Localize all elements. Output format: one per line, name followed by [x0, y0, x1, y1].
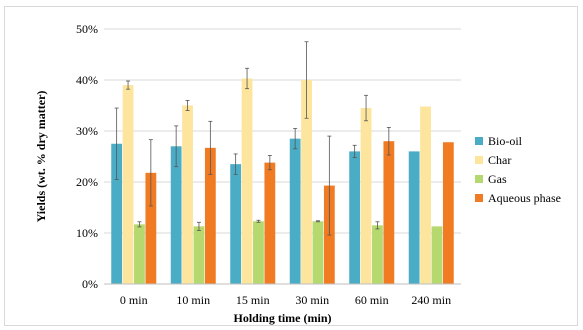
x-tick-label: 10 min — [176, 293, 210, 307]
chart-frame: 0% 10% 20% 30% 40% 50% 0 min 10 min 15 min 30 mi… — [4, 6, 578, 326]
bar — [182, 105, 193, 284]
x-tick-label: 60 min — [355, 293, 389, 307]
legend-swatch — [475, 156, 483, 164]
y-axis-ticks: 0% 10% 20% 30% 40% 50% — [76, 22, 98, 291]
bar — [289, 138, 301, 284]
bars — [111, 78, 454, 285]
legend-swatch — [475, 137, 483, 145]
x-tick-label: 15 min — [236, 293, 270, 307]
x-axis-ticks: 0 min 10 min 15 min 30 min 60 min 240 min — [120, 293, 451, 307]
x-tick-label: 0 min — [120, 293, 148, 307]
bar — [312, 221, 324, 284]
legend: Bio-oil Char Gas Aqueous phase — [475, 134, 561, 205]
error-bars — [114, 41, 391, 236]
y-tick-label: 0% — [82, 277, 98, 291]
bar — [193, 226, 205, 284]
bar — [360, 108, 372, 284]
bar — [170, 146, 182, 284]
bar — [383, 141, 395, 284]
bar — [301, 80, 312, 284]
x-tick-label: 30 min — [295, 293, 329, 307]
bar-chart: 0% 10% 20% 30% 40% 50% 0 min 10 min 15 min 30 mi… — [34, 22, 561, 325]
bar — [253, 221, 264, 284]
bar — [372, 225, 383, 284]
bar — [204, 147, 216, 284]
legend-swatch — [475, 194, 483, 202]
y-tick-label: 20% — [76, 175, 98, 189]
bar — [420, 106, 431, 285]
bar — [145, 172, 157, 284]
legend-label: Char — [488, 153, 511, 167]
bar — [241, 78, 253, 284]
bar — [349, 151, 361, 284]
legend-label: Bio-oil — [488, 134, 523, 148]
bar — [134, 224, 145, 284]
y-axis-title: Yields (wt. % dry matter) — [34, 91, 48, 223]
bar — [111, 143, 123, 284]
y-tick-label: 50% — [76, 22, 98, 36]
y-tick-label: 40% — [76, 73, 98, 87]
y-tick-label: 30% — [76, 124, 98, 138]
y-tick-label: 10% — [76, 226, 98, 240]
bar — [230, 164, 242, 284]
x-axis-title: Holding time (min) — [234, 311, 332, 325]
legend-label: Gas — [488, 172, 507, 186]
bar — [264, 162, 276, 284]
bar — [122, 85, 134, 284]
bar — [408, 151, 420, 284]
bar — [431, 226, 443, 284]
bar — [442, 142, 454, 284]
legend-label: Aqueous phase — [488, 191, 561, 205]
x-tick-label: 240 min — [411, 293, 451, 307]
legend-swatch — [475, 175, 483, 183]
gridlines — [104, 28, 461, 234]
